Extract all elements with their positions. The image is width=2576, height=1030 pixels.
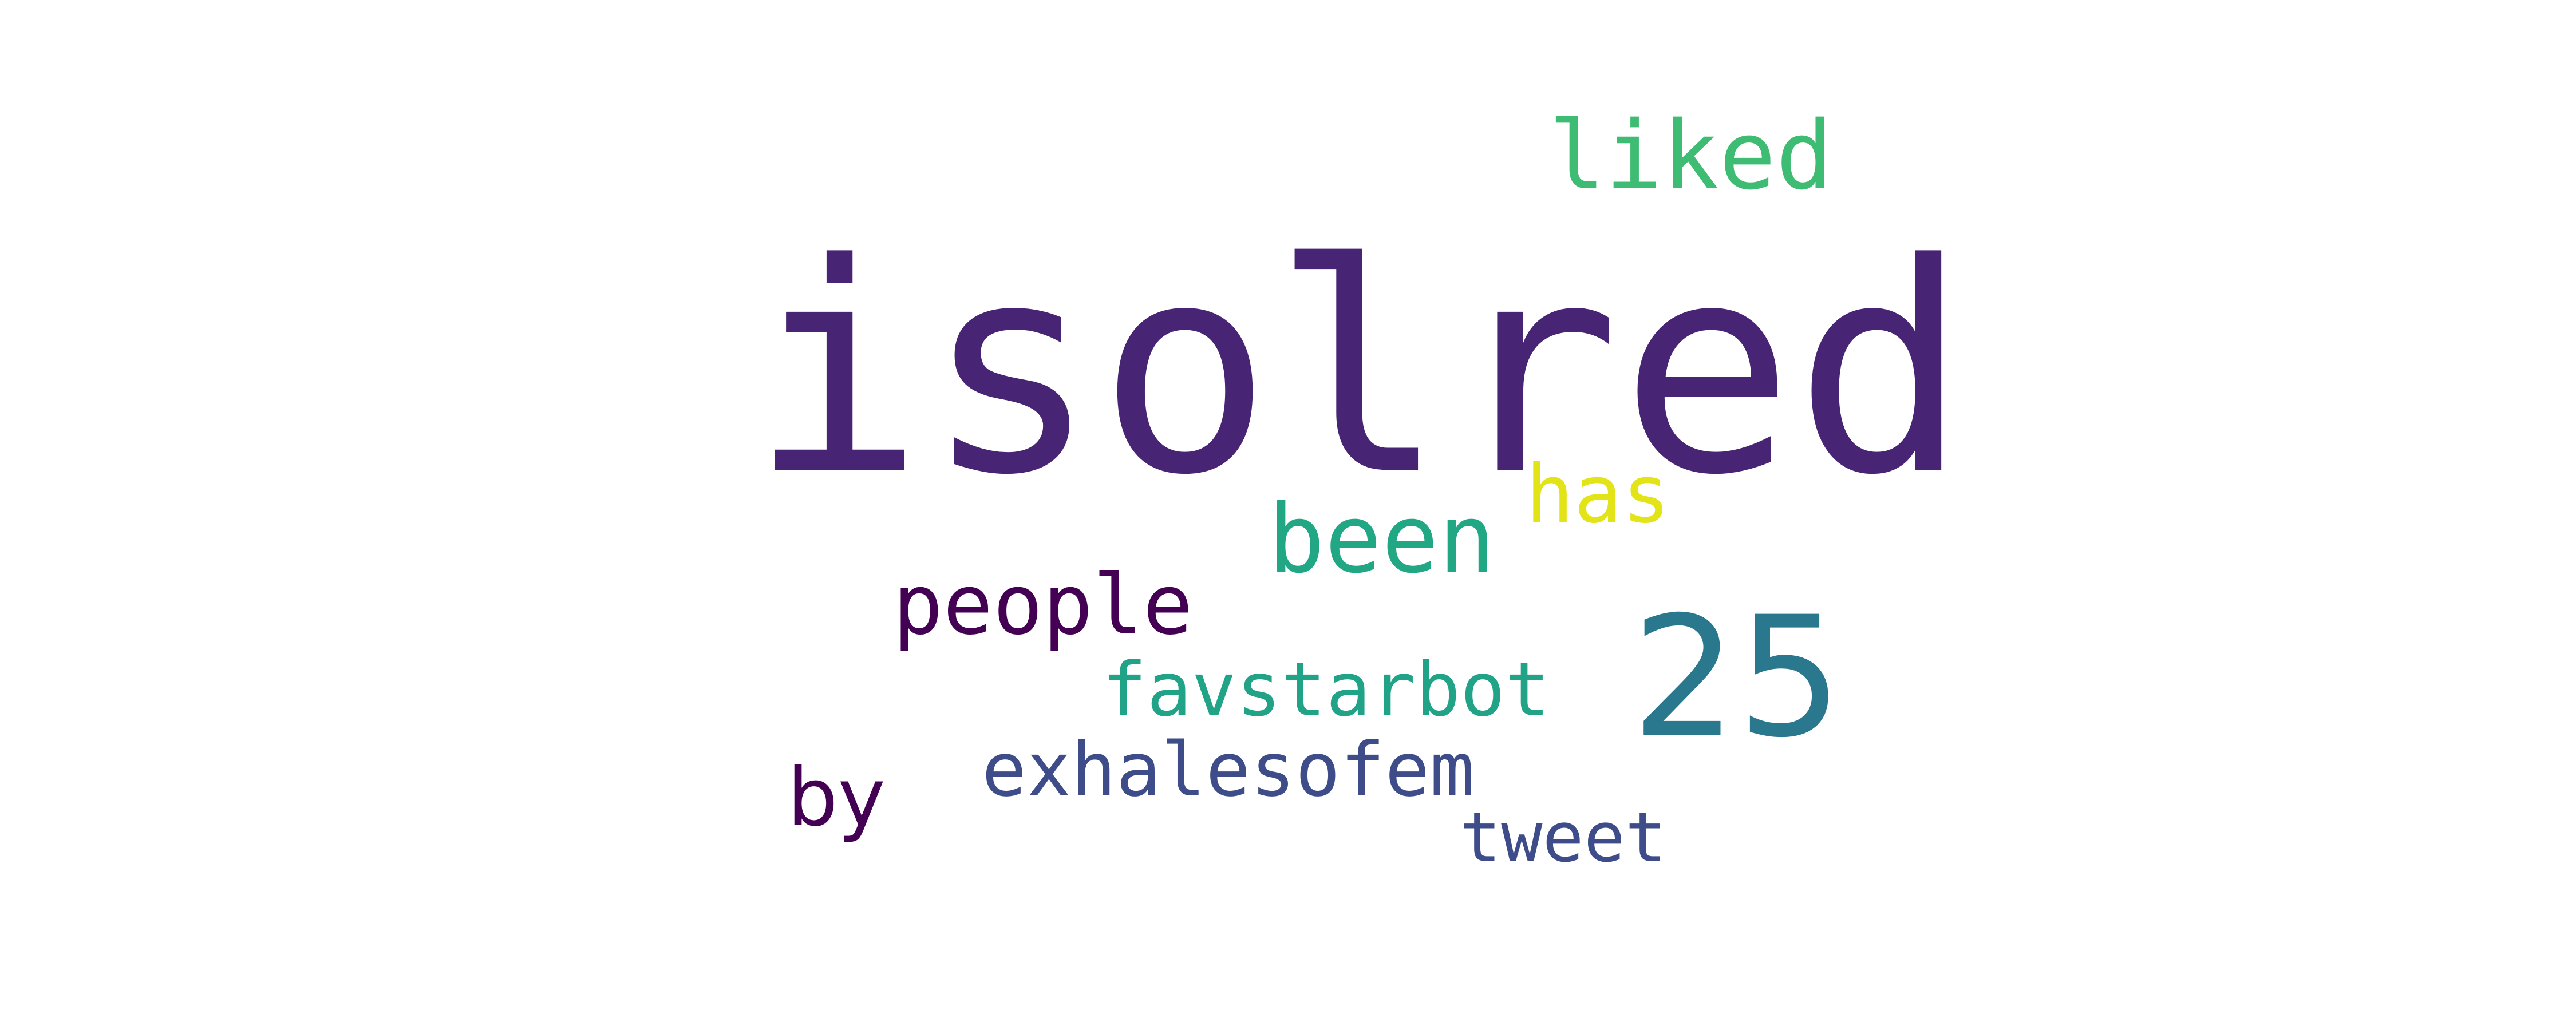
word-isolred: isolred xyxy=(750,202,1969,538)
word-exhalesofem: exhalesofem xyxy=(982,726,1475,813)
word-25: 25 xyxy=(1631,581,1843,774)
word-been: been xyxy=(1268,484,1496,594)
word-favstarbot: favstarbot xyxy=(1102,646,1550,733)
word-has: has xyxy=(1526,448,1670,541)
word-tweet: tweet xyxy=(1460,798,1667,878)
word-people: people xyxy=(893,557,1193,653)
word-liked: liked xyxy=(1548,101,1833,211)
word-by: by xyxy=(787,751,886,845)
